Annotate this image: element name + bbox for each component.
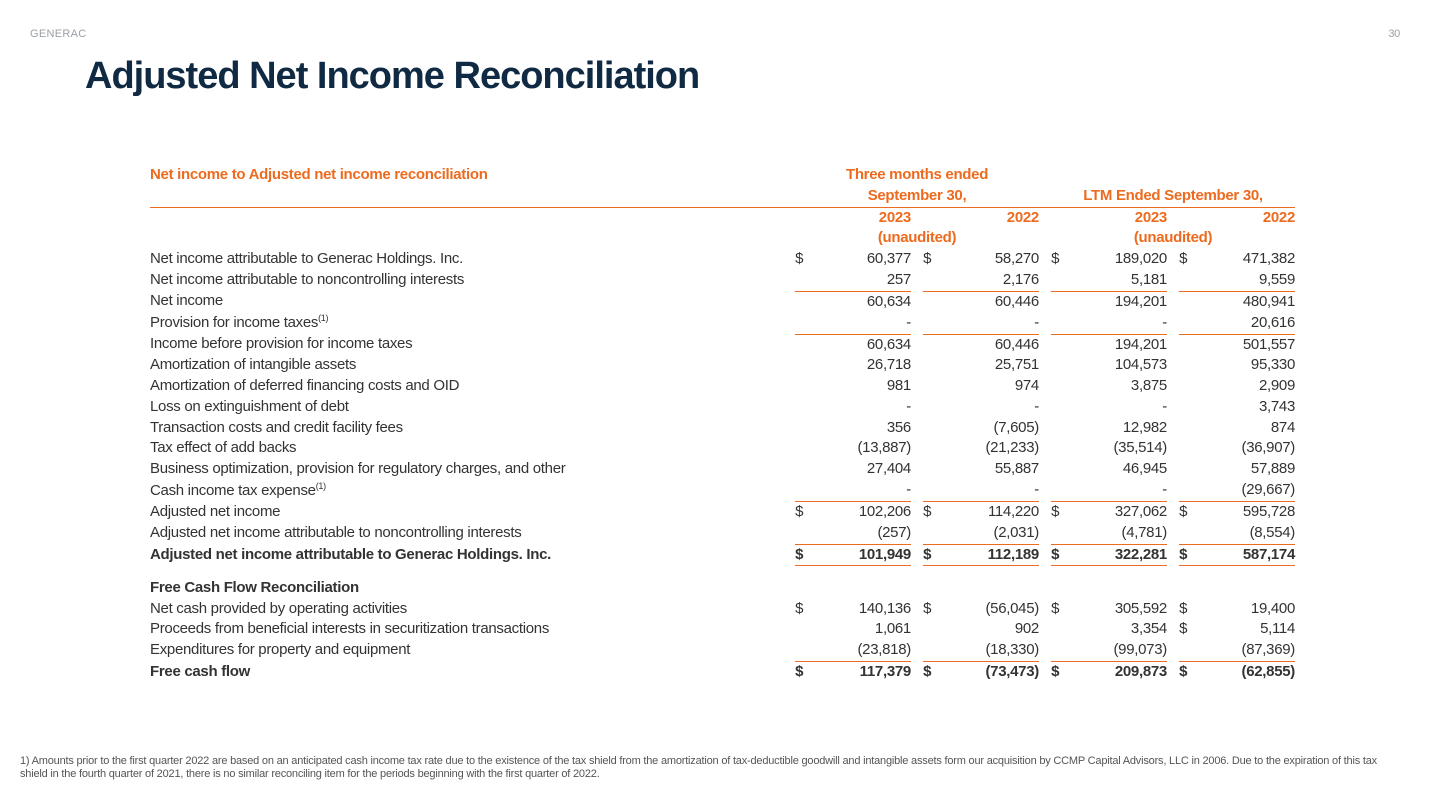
page-title: Adjusted Net Income Reconciliation [85,55,699,98]
brand-label: GENERAC [30,28,87,40]
footnote: 1) Amounts prior to the first quarter 20… [20,755,1380,783]
reconciliation-table: Net income to Adjusted net income reconc… [150,165,1295,683]
page-number: 30 [1388,28,1400,40]
